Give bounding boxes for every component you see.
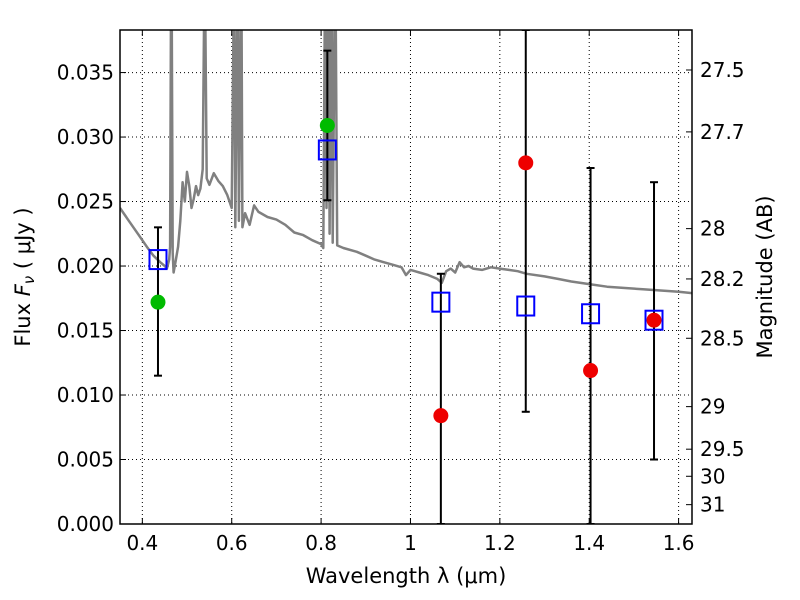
- y2-tick-label: 30: [700, 464, 725, 488]
- y-tick-label: 0.030: [57, 125, 114, 149]
- model-flux-square: [516, 295, 536, 317]
- observed-flux-point: [583, 363, 599, 379]
- y2-tick-label: 28: [700, 217, 725, 241]
- y-tick-label: 0.025: [57, 190, 114, 214]
- y2-axis-label: Magnitude (AB): [753, 195, 777, 358]
- x-tick-label: 1.6: [663, 531, 695, 555]
- model-flux-square: [581, 303, 601, 325]
- y2-tick-label: 31: [700, 493, 725, 517]
- x-tick-label: 1: [404, 531, 417, 555]
- y-tick-label: 0.010: [57, 383, 114, 407]
- error-bars: [153, 30, 659, 524]
- model-flux-square: [431, 291, 451, 313]
- observed-flux-point: [518, 155, 534, 171]
- x-axis-label: Wavelength λ (μm): [306, 564, 507, 588]
- y2-tick-label: 27.5: [700, 58, 745, 82]
- model-flux-square: [644, 309, 664, 331]
- plot-frame: [119, 29, 693, 525]
- model-spectrum-line: [120, 30, 692, 295]
- y-tick-label: 0.035: [57, 61, 114, 85]
- x-tick-label: 0.8: [305, 531, 337, 555]
- y-tick-label: 0.015: [57, 319, 114, 343]
- y2-tick-label: 29: [700, 395, 725, 419]
- x-tick-label: 1.4: [573, 531, 605, 555]
- y-tick-label: 0.005: [57, 448, 114, 472]
- data-markers: [148, 117, 664, 424]
- observed-flux-point: [150, 294, 166, 310]
- model-spectrum: [120, 30, 692, 295]
- observed-flux-point: [319, 117, 335, 133]
- y2-tick-label: 28.5: [700, 326, 745, 350]
- observed-flux-point: [433, 408, 449, 424]
- observed-flux-point: [646, 312, 662, 328]
- x-tick-label: 0.6: [216, 531, 248, 555]
- y2-tick-label: 28.2: [700, 267, 745, 291]
- y2-tick-label: 29.5: [700, 437, 745, 461]
- axis-ticks: 0.4 0.6 0.8 1 1.2 1.4 1.6 0.000 0.005 0.010 0.015 0…: [57, 30, 745, 555]
- y2-tick-label: 27.7: [700, 120, 745, 144]
- y-tick-label: 0.000: [57, 512, 114, 536]
- y-tick-label: 0.020: [57, 254, 114, 278]
- x-tick-label: 1.2: [484, 531, 516, 555]
- model-flux-square: [317, 139, 337, 161]
- x-tick-label: 0.4: [126, 531, 158, 555]
- y-axis-label: Flux Fν ( μJy ): [11, 207, 38, 346]
- model-flux-square: [148, 249, 168, 271]
